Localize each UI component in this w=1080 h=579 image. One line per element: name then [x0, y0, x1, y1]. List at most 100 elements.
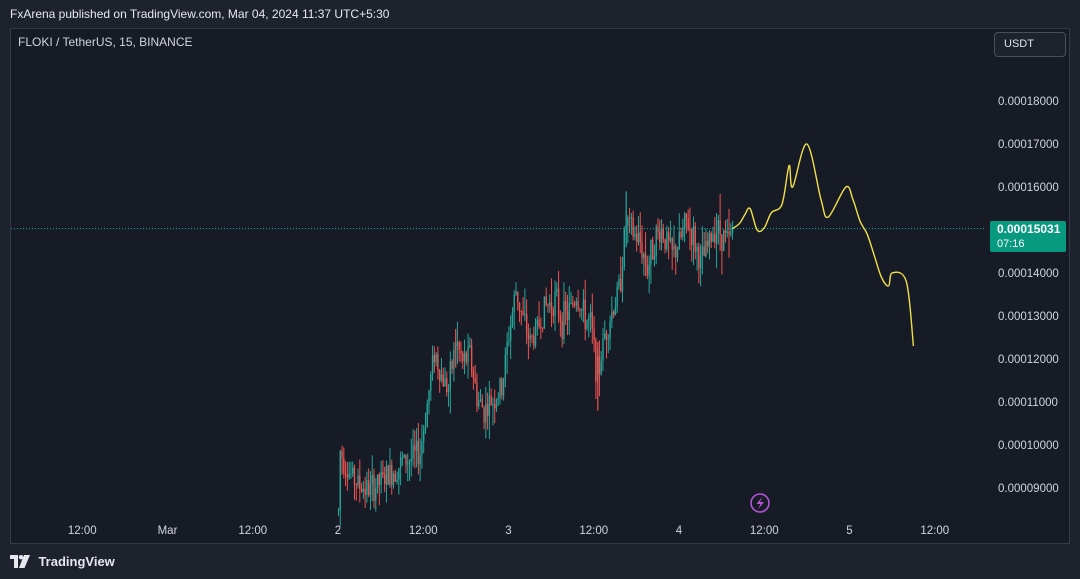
candle-body	[646, 265, 649, 276]
x-tick-label: 2	[335, 525, 341, 537]
candle-body	[479, 399, 482, 401]
candle-body	[502, 379, 505, 396]
candle-body	[481, 399, 483, 408]
candle-body	[687, 218, 689, 230]
candle-body	[563, 301, 565, 340]
candle-body	[451, 361, 453, 369]
candle-body	[722, 230, 725, 251]
candle-body	[549, 302, 551, 306]
candle-body	[664, 239, 666, 250]
candle-body	[683, 213, 686, 229]
candle-body	[515, 291, 517, 295]
chart-frame[interactable]	[10, 28, 1070, 544]
candle-body	[396, 480, 398, 482]
price-axis[interactable]: 0.000180000.000170000.000160000.00015000…	[998, 96, 1059, 495]
candle-body	[557, 288, 560, 316]
candle-body	[730, 232, 732, 235]
candle-body	[501, 378, 503, 396]
candle-body	[618, 278, 620, 287]
candle-body	[691, 229, 693, 245]
candle-body	[447, 389, 450, 393]
tradingview-logo-icon	[10, 555, 30, 569]
candle-body	[724, 230, 727, 234]
candle-body	[440, 374, 443, 381]
time-axis[interactable]: 12:00 Mar 12:00 2 12:00 3 12:00 4 12:00 5 12:00	[68, 525, 949, 537]
candle-body	[694, 226, 696, 252]
x-tick-label: 12:00	[750, 525, 779, 537]
candle-body	[584, 299, 586, 329]
candle-body	[588, 317, 590, 321]
candle-body	[378, 474, 381, 485]
candle-body	[572, 302, 574, 306]
candle-body	[462, 353, 464, 362]
x-tick-label: 3	[505, 525, 511, 537]
y-tick-label: 0.00014000	[998, 268, 1059, 280]
candle-body	[609, 321, 611, 339]
candle-body	[497, 397, 499, 400]
candle-body	[607, 338, 609, 340]
price-label-value: 0.00015031	[997, 222, 1061, 236]
projection-line	[731, 143, 915, 347]
published-info: FxArena published on TradingView.com, Ma…	[10, 7, 390, 21]
candle-body	[492, 403, 494, 406]
candle-body	[536, 319, 538, 325]
candle-body	[616, 286, 618, 308]
candle-body	[589, 312, 592, 318]
candle-body	[534, 324, 537, 346]
candle-body	[525, 313, 528, 334]
candle-body	[579, 308, 581, 311]
candle-body	[426, 403, 428, 428]
x-tick-label: 4	[676, 525, 683, 537]
candle-body	[508, 340, 510, 342]
candle-body	[407, 463, 409, 465]
candle-body	[348, 473, 350, 478]
candle-body	[533, 335, 535, 346]
candle-body	[385, 465, 388, 485]
candle-body	[659, 231, 661, 243]
candle-body	[657, 226, 659, 232]
candle-body	[383, 474, 386, 485]
footer-brand[interactable]: TradingView	[10, 553, 115, 571]
candle-body	[483, 407, 485, 423]
candle-body	[470, 345, 473, 371]
candle-body	[721, 234, 723, 251]
price-label-box	[990, 221, 1066, 252]
candle-body	[580, 309, 583, 311]
candle-body	[442, 374, 444, 387]
y-tick-label: 0.00011000	[998, 397, 1058, 409]
event-icon[interactable]	[750, 493, 770, 513]
candle-body	[343, 458, 345, 474]
candle-body	[627, 217, 629, 226]
y-tick-label: 0.00018000	[998, 96, 1059, 108]
candle-body	[417, 440, 420, 465]
candle-body	[424, 427, 427, 431]
candle-body	[433, 354, 436, 363]
candle-body	[438, 369, 441, 381]
candle-body	[476, 382, 478, 407]
candle-body	[692, 226, 695, 245]
candle-body	[673, 245, 675, 250]
candle-body	[556, 288, 558, 292]
candle-body	[630, 217, 633, 219]
candle-body	[494, 403, 496, 409]
candle-body	[682, 228, 684, 238]
candle-body	[359, 475, 361, 489]
candle-body	[611, 311, 613, 322]
candle-body	[698, 246, 700, 269]
currency-button[interactable]: USDT	[994, 32, 1066, 57]
candle-body	[550, 302, 553, 310]
candle-body	[712, 234, 714, 242]
candle-body	[412, 445, 414, 459]
candle-body	[490, 395, 492, 406]
candle-body	[367, 479, 370, 496]
candle-body	[612, 311, 615, 316]
symbol-title[interactable]: FLOKI / TetherUS, 15, BINANCE	[18, 35, 193, 49]
candle-body	[699, 254, 702, 269]
candle-body	[449, 361, 452, 390]
candle-body	[575, 301, 578, 306]
candle-body	[728, 231, 730, 235]
candle-body	[465, 352, 467, 363]
candle-body	[392, 473, 395, 486]
candle-body	[641, 242, 643, 258]
